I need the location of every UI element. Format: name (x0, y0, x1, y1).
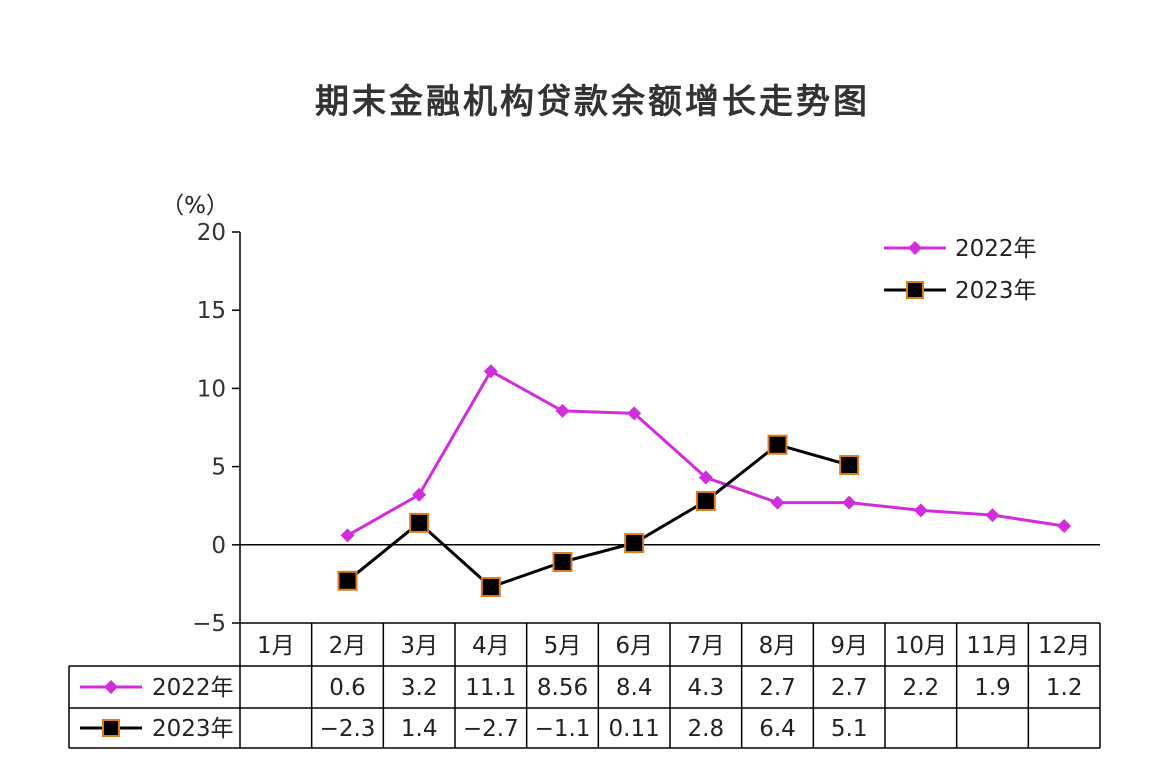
y-tick-label: −5 (192, 611, 226, 637)
x-category-label: 1月 (257, 633, 295, 659)
data-label: 2.8 (688, 716, 725, 742)
x-category-label: 2月 (329, 633, 367, 659)
data-point-1 (1057, 519, 1072, 534)
data-point-2 (409, 512, 430, 533)
data-point-1 (913, 503, 928, 518)
data-label: 3.2 (401, 675, 438, 701)
x-category-label: 4月 (472, 633, 510, 659)
data-label: 11.1 (465, 675, 516, 701)
x-category-label: 9月 (830, 633, 868, 659)
data-label: 8.4 (616, 675, 653, 701)
table-series-label: 2022年 (152, 675, 234, 701)
data-point-1 (770, 495, 785, 510)
series-line-2 (346, 443, 850, 589)
legend-label: 2023年 (955, 278, 1037, 304)
x-category-label: 8月 (759, 633, 797, 659)
data-point-1 (340, 528, 355, 543)
data-point-1 (412, 487, 427, 502)
data-label: 6.4 (759, 716, 796, 742)
data-point-1 (555, 403, 570, 418)
data-label: 1.2 (1046, 675, 1083, 701)
x-category-label: 11月 (966, 633, 1018, 659)
table-legend-marker (104, 680, 118, 694)
y-tick-label: 15 (197, 298, 226, 324)
data-label: −1.1 (535, 716, 591, 742)
data-point-2 (552, 552, 573, 573)
data-point-2 (839, 455, 860, 476)
data-point-1 (985, 508, 1000, 523)
data-label: 1.4 (401, 716, 438, 742)
y-tick-label: 20 (197, 220, 226, 246)
data-label: 2.2 (903, 675, 940, 701)
data-label: 0.11 (609, 716, 660, 742)
x-category-label: 12月 (1038, 633, 1090, 659)
y-tick-label: 0 (211, 533, 226, 559)
data-label: 8.56 (537, 675, 588, 701)
legend-marker (908, 241, 922, 255)
data-point-2 (624, 533, 645, 554)
data-point-2 (337, 570, 358, 591)
x-category-label: 5月 (544, 633, 582, 659)
data-label: −2.7 (463, 716, 519, 742)
data-label: 2.7 (759, 675, 796, 701)
legend-label: 2022年 (955, 236, 1037, 262)
table-series-label: 2023年 (152, 716, 234, 742)
data-point-2 (695, 491, 716, 512)
legend-marker (906, 281, 924, 299)
data-label: 5.1 (831, 716, 868, 742)
data-point-1 (483, 364, 498, 379)
data-point-1 (842, 495, 857, 510)
x-category-label: 6月 (615, 633, 653, 659)
y-axis-unit-label: （%） (161, 193, 229, 219)
data-label: −2.3 (320, 716, 376, 742)
x-category-label: 3月 (400, 633, 438, 659)
data-point-1 (698, 470, 713, 485)
data-label: 1.9 (974, 675, 1011, 701)
chart-title: 期末金融机构贷款余额增长走势图 (315, 82, 870, 122)
table-legend-marker (102, 719, 120, 737)
data-point-1 (627, 406, 642, 421)
y-tick-label: 5 (211, 455, 226, 481)
data-point-2 (767, 434, 788, 455)
y-tick-label: 10 (197, 376, 226, 402)
x-category-label: 10月 (895, 633, 947, 659)
data-point-2 (480, 577, 501, 598)
x-category-label: 7月 (687, 633, 725, 659)
data-label: 2.7 (831, 675, 868, 701)
data-label: 0.6 (329, 675, 366, 701)
data-label: 4.3 (688, 675, 725, 701)
